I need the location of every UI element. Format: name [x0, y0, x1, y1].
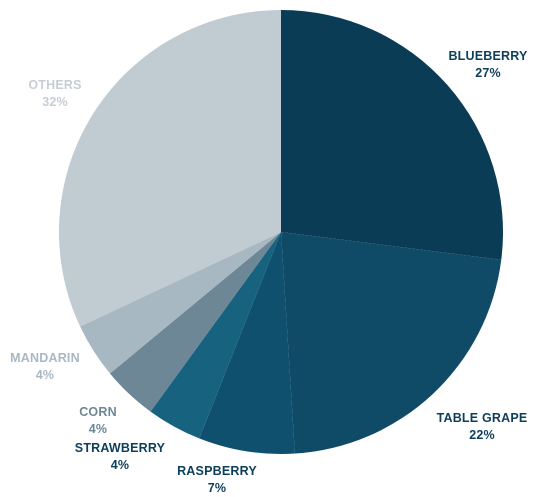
slice-value: 4% [36, 368, 54, 382]
slice-name: BLUEBERRY [448, 49, 528, 63]
slice-name: CORN [79, 405, 117, 419]
slice-name: OTHERS [28, 78, 81, 92]
slice-label-corn: CORN 4% [79, 405, 117, 436]
slice-name: TABLE GRAPE [437, 411, 528, 425]
slice-label-others: OTHERS 32% [28, 78, 81, 109]
slice-label-blueberry: BLUEBERRY 27% [448, 49, 528, 80]
slice-value: 7% [208, 481, 226, 495]
pie-slice-table-grape [281, 232, 502, 454]
slice-value: 4% [111, 458, 129, 472]
slice-label-strawberry: STRAWBERRY 4% [75, 441, 166, 472]
pie-slice-others [59, 10, 282, 327]
slice-name: RASPBERRY [177, 464, 257, 478]
slice-label-table-grape: TABLE GRAPE 22% [437, 411, 528, 442]
pie-slice-corn [109, 232, 281, 412]
pie-slice-strawberry [150, 232, 281, 439]
slice-value: 4% [89, 422, 107, 436]
pie-labels: BLUEBERRY 27% TABLE GRAPE 22% RASPBERRY 7% STR… [10, 49, 528, 495]
slice-value: 32% [42, 95, 68, 109]
pie-slices [59, 10, 504, 454]
slice-label-mandarin: MANDARIN 4% [10, 351, 80, 382]
pie-slice-raspberry [199, 232, 295, 454]
slice-value: 22% [469, 428, 495, 442]
pie-slice-blueberry [281, 10, 504, 260]
slice-label-raspberry: RASPBERRY 7% [177, 464, 257, 495]
slice-name: MANDARIN [10, 351, 80, 365]
slice-name: STRAWBERRY [75, 441, 166, 455]
pie-slice-mandarin [80, 232, 281, 374]
slice-value: 27% [475, 66, 501, 80]
